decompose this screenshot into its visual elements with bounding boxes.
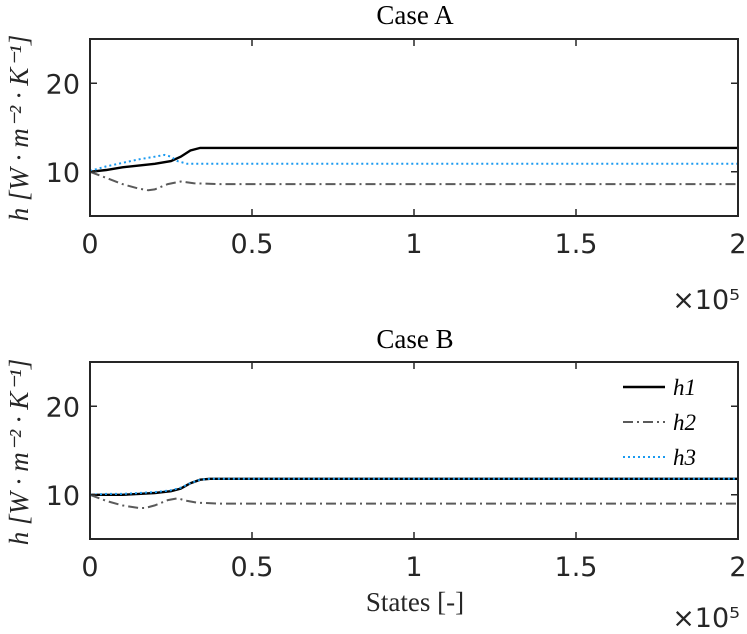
- x-tick-label: 2: [729, 229, 746, 260]
- x-exponent-label: ×10⁵: [672, 603, 740, 634]
- x-tick-label: 2: [729, 552, 746, 583]
- y-axis-label: h [W · m⁻² · K⁻¹]: [4, 359, 34, 545]
- series-line-h2: [89, 170, 738, 192]
- series-line-h3: [89, 477, 738, 496]
- panel-case-a: Case A 0 0.5 1 1.5 2 10 20 h [W · m⁻² · K⁻¹] ×…: [4, 0, 747, 316]
- x-tick-label: 0.5: [231, 552, 274, 583]
- chart-title: Case B: [376, 324, 453, 354]
- x-tick-label: 0: [81, 552, 98, 583]
- y-tick-label: 20: [46, 69, 80, 100]
- series-line-h2: [89, 493, 738, 509]
- plot-frame: [89, 38, 739, 217]
- series-line-h1: [89, 146, 738, 173]
- legend: h1 h2 h3: [623, 375, 696, 470]
- panel-case-b: Case B 0 0.5 1 1.5 2 10 20 h [W · m⁻² · K⁻¹] S…: [4, 324, 747, 634]
- legend-label-h3: h3: [673, 445, 696, 470]
- y-tick-label: 10: [46, 481, 80, 512]
- chart-title: Case A: [376, 0, 454, 30]
- x-tick-label: 0: [81, 229, 98, 260]
- x-tick-label: 1: [405, 552, 422, 583]
- series-line-h3: [89, 153, 738, 172]
- x-tick-label: 0.5: [231, 229, 274, 260]
- plot-frame: [89, 361, 739, 540]
- series-line-h1: [90, 477, 738, 496]
- x-tick-label: 1: [405, 229, 422, 260]
- y-tick-label: 20: [46, 392, 80, 423]
- x-exponent-label: ×10⁵: [672, 285, 740, 316]
- x-tick-label: 1.5: [555, 552, 598, 583]
- legend-label-h2: h2: [673, 410, 696, 435]
- x-axis-label: States [-]: [366, 587, 464, 617]
- legend-label-h1: h1: [673, 375, 696, 400]
- y-axis-label: h [W · m⁻² · K⁻¹]: [4, 35, 34, 221]
- y-tick-label: 10: [46, 158, 80, 189]
- x-tick-label: 1.5: [555, 229, 598, 260]
